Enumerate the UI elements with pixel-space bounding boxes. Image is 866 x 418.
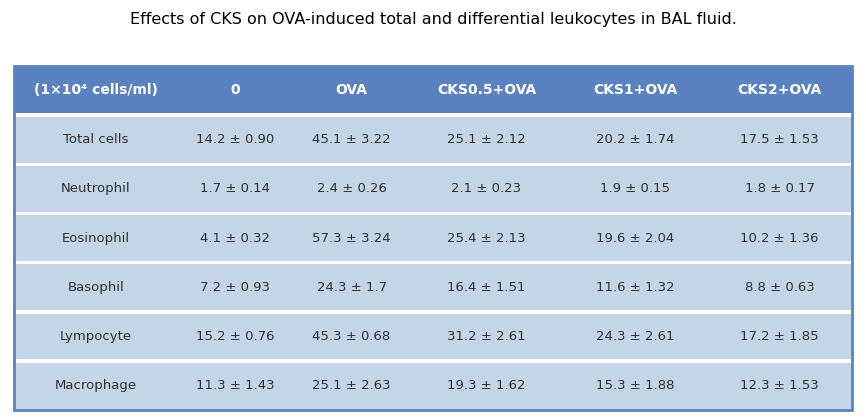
Text: 11.3 ± 1.43: 11.3 ± 1.43 bbox=[196, 379, 275, 392]
FancyBboxPatch shape bbox=[15, 310, 851, 314]
Text: 7.2 ± 0.93: 7.2 ± 0.93 bbox=[200, 281, 270, 294]
Text: 57.3 ± 3.24: 57.3 ± 3.24 bbox=[313, 232, 391, 245]
Text: (1×10⁴ cells/ml): (1×10⁴ cells/ml) bbox=[34, 83, 158, 97]
Text: 19.3 ± 1.62: 19.3 ± 1.62 bbox=[447, 379, 526, 392]
Text: 2.4 ± 0.26: 2.4 ± 0.26 bbox=[317, 182, 386, 195]
FancyBboxPatch shape bbox=[15, 163, 851, 166]
Text: 16.4 ± 1.51: 16.4 ± 1.51 bbox=[447, 281, 526, 294]
Text: Eosinophil: Eosinophil bbox=[61, 232, 130, 245]
Text: 1.7 ± 0.14: 1.7 ± 0.14 bbox=[200, 182, 270, 195]
Text: 1.8 ± 0.17: 1.8 ± 0.17 bbox=[745, 182, 815, 195]
Text: 24.3 ± 1.7: 24.3 ± 1.7 bbox=[317, 281, 386, 294]
Text: 10.2 ± 1.36: 10.2 ± 1.36 bbox=[740, 232, 819, 245]
Text: 12.3 ± 1.53: 12.3 ± 1.53 bbox=[740, 379, 819, 392]
Text: CKS1+OVA: CKS1+OVA bbox=[593, 83, 677, 97]
Text: CKS2+OVA: CKS2+OVA bbox=[737, 83, 822, 97]
FancyBboxPatch shape bbox=[15, 212, 851, 215]
Text: 25.4 ± 2.13: 25.4 ± 2.13 bbox=[447, 232, 526, 245]
Text: OVA: OVA bbox=[336, 83, 367, 97]
Text: 8.8 ± 0.63: 8.8 ± 0.63 bbox=[745, 281, 814, 294]
Text: 4.1 ± 0.32: 4.1 ± 0.32 bbox=[200, 232, 270, 245]
Text: 45.3 ± 0.68: 45.3 ± 0.68 bbox=[313, 330, 391, 343]
Text: 24.3 ± 2.61: 24.3 ± 2.61 bbox=[596, 330, 675, 343]
Text: Effects of CKS on OVA-induced total and differential leukocytes in BAL fluid.: Effects of CKS on OVA-induced total and … bbox=[130, 12, 736, 27]
Text: 25.1 ± 2.12: 25.1 ± 2.12 bbox=[447, 133, 526, 146]
FancyBboxPatch shape bbox=[15, 359, 851, 363]
Text: 25.1 ± 2.63: 25.1 ± 2.63 bbox=[313, 379, 391, 392]
Text: 19.6 ± 2.04: 19.6 ± 2.04 bbox=[596, 232, 675, 245]
Text: 17.5 ± 1.53: 17.5 ± 1.53 bbox=[740, 133, 819, 146]
Text: Macrophage: Macrophage bbox=[55, 379, 137, 392]
Text: 15.3 ± 1.88: 15.3 ± 1.88 bbox=[596, 379, 675, 392]
Text: Basophil: Basophil bbox=[68, 281, 124, 294]
FancyBboxPatch shape bbox=[15, 66, 851, 115]
Text: CKS0.5+OVA: CKS0.5+OVA bbox=[436, 83, 536, 97]
FancyBboxPatch shape bbox=[15, 113, 851, 117]
Text: 0: 0 bbox=[230, 83, 240, 97]
Text: Total cells: Total cells bbox=[63, 133, 128, 146]
Text: Neutrophil: Neutrophil bbox=[61, 182, 131, 195]
Text: 11.6 ± 1.32: 11.6 ± 1.32 bbox=[596, 281, 675, 294]
Text: 31.2 ± 2.61: 31.2 ± 2.61 bbox=[447, 330, 526, 343]
Text: 45.1 ± 3.22: 45.1 ± 3.22 bbox=[313, 133, 391, 146]
Text: 2.1 ± 0.23: 2.1 ± 0.23 bbox=[451, 182, 521, 195]
Text: 15.2 ± 0.76: 15.2 ± 0.76 bbox=[196, 330, 275, 343]
FancyBboxPatch shape bbox=[15, 261, 851, 264]
Text: 14.2 ± 0.90: 14.2 ± 0.90 bbox=[197, 133, 275, 146]
Text: 1.9 ± 0.15: 1.9 ± 0.15 bbox=[600, 182, 670, 195]
Text: 20.2 ± 1.74: 20.2 ± 1.74 bbox=[596, 133, 675, 146]
Text: Lympocyte: Lympocyte bbox=[60, 330, 132, 343]
FancyBboxPatch shape bbox=[15, 66, 851, 410]
Text: 17.2 ± 1.85: 17.2 ± 1.85 bbox=[740, 330, 819, 343]
